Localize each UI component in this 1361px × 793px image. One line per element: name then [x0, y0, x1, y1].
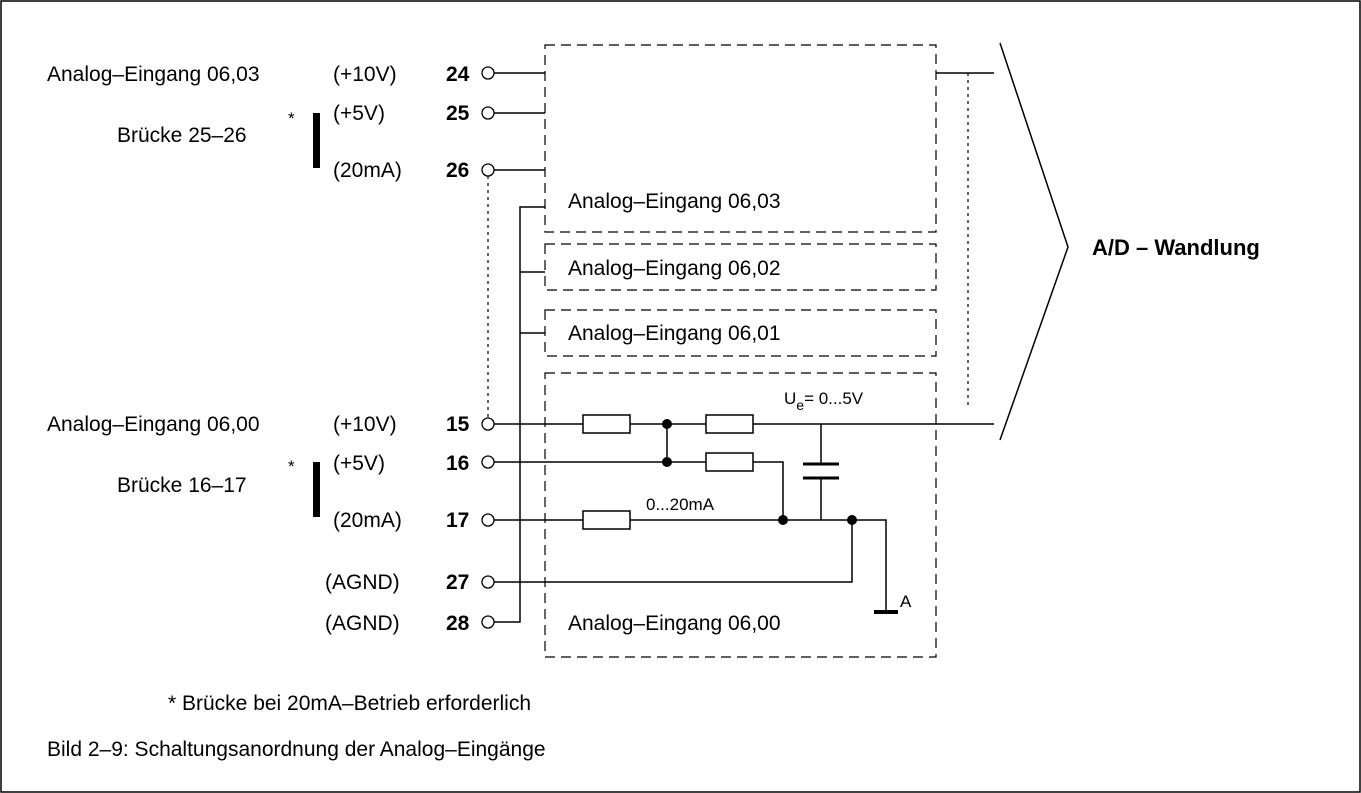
terminal-28: [481, 615, 495, 629]
mode-label-16: (+5V): [333, 452, 385, 475]
terminals: [481, 66, 495, 629]
current-range-label: 0...20mA: [646, 495, 715, 514]
pin-number-15: 15: [446, 413, 470, 436]
resistor-r2: [705, 414, 754, 434]
wire-17: [494, 519, 887, 610]
mode-label-17: (20mA): [333, 509, 402, 532]
terminal-27: [481, 575, 495, 589]
bridge-label-2526: Brücke 25–26: [117, 124, 247, 147]
resistor-r3: [705, 452, 754, 472]
module-label-0600: Analog–Eingang 06,00: [568, 612, 781, 635]
resistor-r1: [582, 414, 631, 434]
capacitor: [803, 462, 839, 480]
mode-label-15: (+10V): [333, 413, 397, 436]
mode-label-25: (+5V): [333, 102, 385, 125]
bridge-star-2526: *: [288, 109, 295, 128]
input-label-0603: Analog–Eingang 06,03: [47, 63, 260, 86]
module-label-0601: Analog–Eingang 06,01: [568, 322, 781, 345]
wire-27: [494, 520, 853, 583]
input-label-0600: Analog–Eingang 06,00: [47, 413, 260, 436]
junction-2: [662, 457, 672, 467]
footnote: * Brücke bei 20mA–Betrieb erforderlich: [168, 692, 531, 715]
module-box-0603: [544, 44, 937, 233]
mode-label-28: (AGND): [325, 612, 400, 635]
terminal-25: [481, 106, 495, 120]
junction-1: [662, 419, 672, 429]
terminal-15: [481, 417, 495, 431]
pin-number-17: 17: [446, 509, 469, 532]
mode-label-24: (+10V): [333, 63, 397, 86]
module-label-0603: Analog–Eingang 06,03: [568, 190, 781, 213]
pin-number-16: 16: [446, 452, 469, 475]
bridge-bar-1617: [313, 462, 320, 517]
bridge-star-1617: *: [288, 457, 295, 476]
figure-caption: Bild 2–9: Schaltungsanordnung der Analog…: [47, 738, 546, 761]
terminal-24: [481, 66, 495, 80]
adc-chevron: [999, 42, 1069, 441]
terminal-17: [481, 513, 495, 527]
pin-number-25: 25: [446, 102, 470, 125]
pin-number-28: 28: [446, 612, 470, 635]
terminal-16: [481, 455, 495, 469]
wire-agnd-bus: [494, 206, 545, 623]
module-label-0602: Analog–Eingang 06,02: [568, 257, 781, 280]
terminal-26: [481, 163, 495, 177]
bridge-bar-2526: [313, 113, 320, 168]
module-box-0602: [544, 243, 937, 291]
resistor-r4: [582, 510, 631, 530]
module-box-0600: [544, 372, 937, 658]
pin-number-27: 27: [446, 571, 469, 594]
ground-label: A: [900, 592, 912, 611]
module-box-0601: [544, 309, 937, 357]
mode-label-26: (20mA): [333, 159, 402, 182]
pin-number-26: 26: [446, 159, 469, 182]
mode-label-27: (AGND): [325, 571, 400, 594]
voltage-label: Ue= 0...5V: [784, 389, 864, 413]
pin-number-24: 24: [446, 63, 470, 86]
junction-3: [778, 515, 788, 525]
bridge-label-1617: Brücke 16–17: [117, 474, 247, 497]
adc-label: A/D – Wandlung: [1092, 235, 1260, 260]
